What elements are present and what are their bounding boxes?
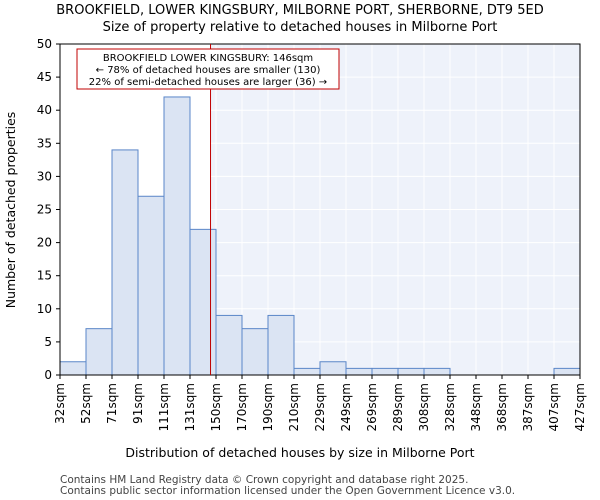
x-tick-label: 111sqm [157, 383, 171, 431]
x-tick-label: 269sqm [365, 383, 379, 431]
x-tick-label: 427sqm [573, 383, 587, 431]
bar [189, 228, 217, 376]
x-tick-label: 407sqm [547, 383, 561, 431]
chart-title: BROOKFIELD, LOWER KINGSBURY, MILBORNE PO… [56, 3, 543, 18]
y-tick-label: 5 [44, 335, 52, 349]
y-tick-label: 35 [37, 136, 52, 150]
y-tick-label: 40 [37, 103, 52, 117]
x-axis-label: Distribution of detached houses by size … [125, 445, 474, 460]
y-tick-label: 0 [44, 368, 52, 382]
annotation-line-2: ← 78% of detached houses are smaller (13… [96, 65, 321, 76]
footer-line-1: Contains HM Land Registry data © Crown c… [60, 474, 468, 486]
x-tick-label: 71sqm [105, 383, 119, 424]
y-tick-label: 10 [37, 302, 52, 316]
bar [85, 328, 113, 376]
x-tick-label: 210sqm [287, 383, 301, 431]
x-axis-ticks: 32sqm 52sqm 71sqm 91sqm 111sqm 131sqm 150sqm 17… [53, 375, 587, 431]
x-tick-label: 308sqm [417, 383, 431, 431]
bar [423, 367, 451, 376]
annotation-line-3: 22% of semi-detached houses are larger (… [89, 77, 327, 88]
x-tick-label: 190sqm [261, 383, 275, 431]
y-axis-label: Number of detached properties [3, 112, 18, 309]
x-tick-label: 170sqm [235, 383, 249, 431]
bar [111, 149, 139, 376]
y-tick-label: 45 [37, 70, 52, 84]
y-tick-label: 15 [37, 269, 52, 283]
x-tick-label: 229sqm [313, 383, 327, 431]
y-axis-ticks: 0 5 10 15 20 25 30 35 40 45 50 [37, 37, 60, 382]
x-tick-label: 249sqm [339, 383, 353, 431]
x-tick-label: 131sqm [183, 383, 197, 431]
annotation-line-1: BROOKFIELD LOWER KINGSBURY: 146sqm [103, 53, 313, 64]
x-tick-label: 52sqm [79, 383, 93, 424]
footer-line-2: Contains public sector information licen… [60, 485, 515, 497]
bars [59, 96, 581, 376]
bar [267, 314, 295, 376]
annotation-box: BROOKFIELD LOWER KINGSBURY: 146sqm ← 78%… [76, 48, 340, 90]
chart-subtitle: Size of property relative to detached ho… [103, 20, 498, 35]
x-tick-label: 289sqm [391, 383, 405, 431]
x-tick-label: 368sqm [495, 383, 509, 431]
x-tick-label: 328sqm [443, 383, 457, 431]
bar [241, 328, 269, 376]
y-tick-label: 20 [37, 236, 52, 250]
bar [345, 367, 373, 376]
bar [319, 361, 347, 376]
bar [397, 367, 425, 376]
bar [293, 367, 321, 376]
y-tick-label: 25 [37, 203, 52, 217]
x-tick-label: 91sqm [131, 383, 145, 424]
y-tick-label: 30 [37, 169, 52, 183]
bar [163, 96, 191, 376]
x-tick-label: 150sqm [209, 383, 223, 431]
bar [553, 367, 581, 376]
x-tick-label: 387sqm [521, 383, 535, 431]
bar [59, 361, 87, 376]
bar [215, 314, 243, 376]
y-tick-label: 50 [37, 37, 52, 51]
x-tick-label: 348sqm [469, 383, 483, 431]
x-tick-label: 32sqm [53, 383, 67, 424]
bar [137, 195, 165, 376]
annotation-frame [76, 48, 340, 90]
bar [371, 367, 399, 376]
